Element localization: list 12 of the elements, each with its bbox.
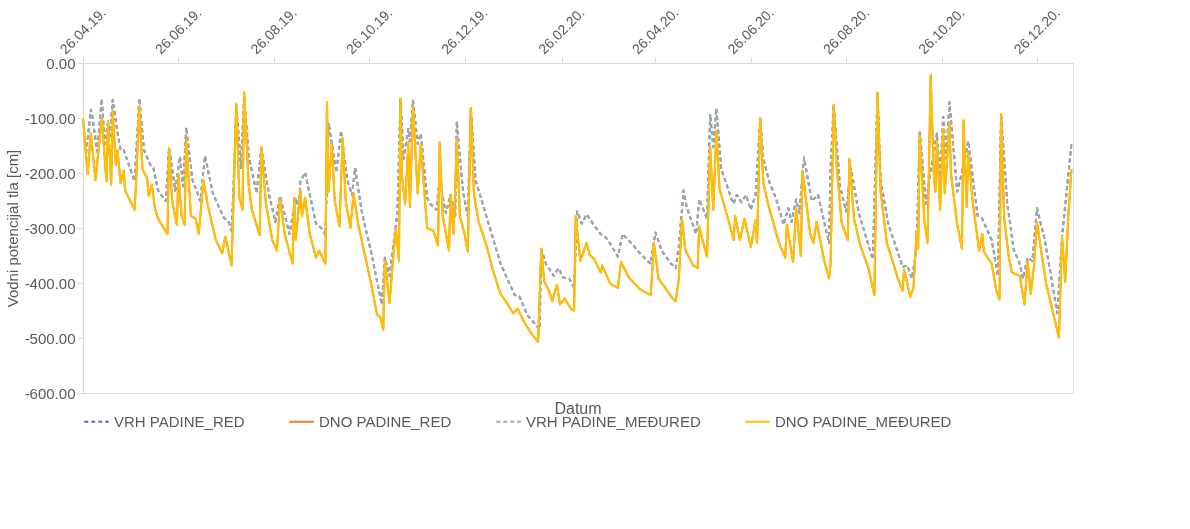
x-axis-title: Datum xyxy=(554,400,602,417)
y-tick-label: -100.00 xyxy=(24,109,76,127)
y-tick-label: -600.00 xyxy=(24,384,76,402)
legend-label: DNO PADINE_RED xyxy=(319,412,452,430)
y-tick-label: -400.00 xyxy=(24,274,76,292)
legend-label: DNO PADINE_MEĐURED xyxy=(775,412,952,430)
legend-label: VRH PADINE_RED xyxy=(114,412,245,430)
y-tick-label: 0.00 xyxy=(46,54,76,72)
y-axis-title: Vodni potencijal tla [cm] xyxy=(3,149,21,308)
y-tick-label: -300.00 xyxy=(24,219,76,237)
y-tick-label: -500.00 xyxy=(24,329,76,347)
y-tick-label: -200.00 xyxy=(24,164,76,182)
